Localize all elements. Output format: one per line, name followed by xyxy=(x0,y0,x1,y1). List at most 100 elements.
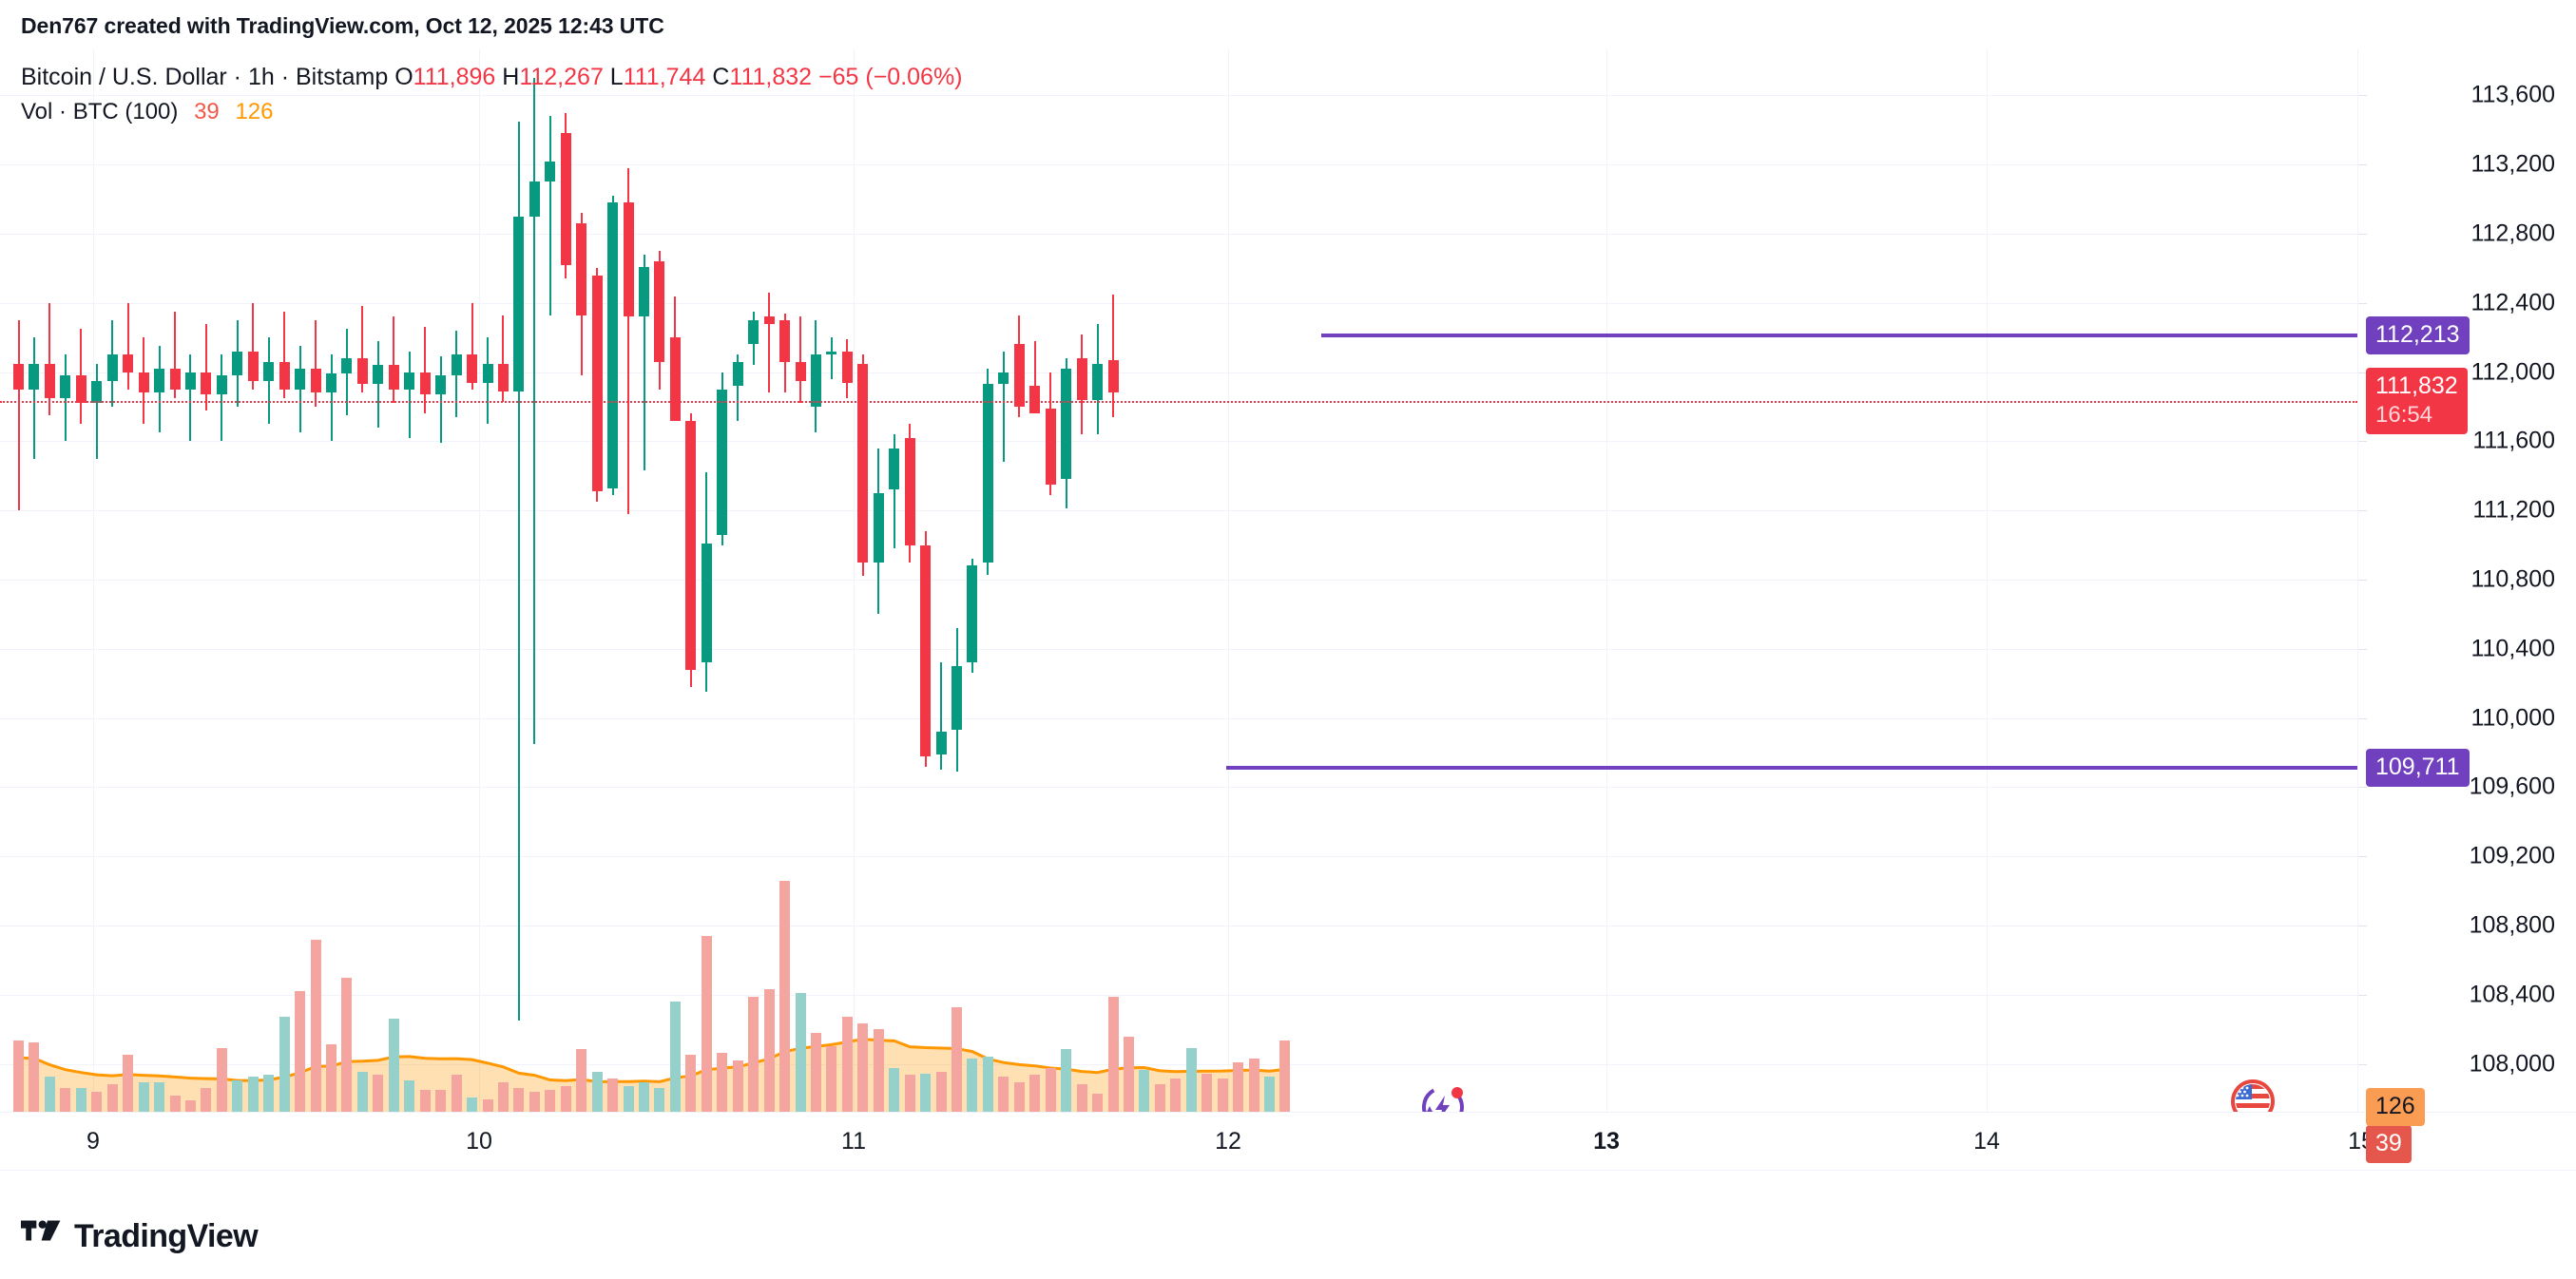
candle-body xyxy=(1107,359,1119,393)
day-separator xyxy=(1987,49,1988,1112)
volume-bar xyxy=(467,1097,478,1112)
candle-body xyxy=(669,337,681,421)
volume-bar xyxy=(904,1075,915,1112)
time-axis-label: 11 xyxy=(841,1128,866,1155)
volume-bar xyxy=(497,1082,509,1112)
price-axis-label: 111,200 xyxy=(2472,496,2555,524)
candle-wick xyxy=(17,320,20,511)
lightning-sparkle-icon[interactable] xyxy=(1415,1079,1469,1112)
candle-body xyxy=(201,372,212,395)
price-level-line-resistance[interactable] xyxy=(1321,333,2357,337)
candle-body xyxy=(982,384,993,563)
volume-bar xyxy=(841,1016,853,1112)
volume-bar xyxy=(247,1077,259,1112)
price-tick xyxy=(2358,372,2367,373)
volume-last-badge[interactable]: 39 xyxy=(2366,1125,2412,1163)
candle-body xyxy=(29,363,40,390)
volume-bar xyxy=(920,1073,932,1112)
resistance-level-badge[interactable]: 112,213 xyxy=(2366,315,2470,354)
candle-body xyxy=(356,358,368,385)
volume-bar xyxy=(623,1086,634,1112)
volume-bar xyxy=(326,1043,336,1112)
ai-insight-marker[interactable] xyxy=(1415,1079,1469,1112)
volume-bar xyxy=(1217,1079,1228,1112)
volume-bar xyxy=(13,1040,24,1112)
us-economic-event-marker[interactable] xyxy=(2231,1079,2275,1112)
volume-ma-badge[interactable]: 126 xyxy=(2366,1088,2425,1126)
candle-wick xyxy=(627,167,630,514)
candle-body xyxy=(639,266,649,317)
volume-bar xyxy=(169,1095,181,1112)
volume-bar xyxy=(1107,996,1119,1112)
volume-bar xyxy=(201,1087,212,1112)
volume-bar xyxy=(1029,1075,1041,1112)
candle-body xyxy=(623,202,634,317)
price-axis[interactable]: 113,600 113,200 112,800 112,400 112,000 111,6… xyxy=(2357,49,2576,1163)
grid-line xyxy=(0,164,2357,166)
candle-body xyxy=(388,365,399,390)
volume-bar xyxy=(232,1080,243,1112)
price-tick xyxy=(2358,164,2367,166)
price-axis-label: 108,000 xyxy=(2469,1050,2555,1078)
volume-bar xyxy=(1139,1069,1150,1112)
candle-body xyxy=(857,363,869,563)
candle-wick xyxy=(439,356,442,444)
price-level-line-support[interactable] xyxy=(1226,766,2357,771)
candle-wick xyxy=(1002,351,1005,463)
candle-body xyxy=(810,354,821,407)
candle-body xyxy=(1061,368,1072,480)
candle-wick xyxy=(95,363,98,459)
candle-body xyxy=(44,363,55,398)
price-tick xyxy=(2358,95,2367,97)
day-separator xyxy=(1606,49,1607,1112)
volume-bar xyxy=(1170,1079,1182,1112)
volume-bar xyxy=(341,978,353,1112)
candle-wick xyxy=(189,354,192,442)
candle-body xyxy=(920,544,932,756)
candle-body xyxy=(841,351,853,383)
candle-body xyxy=(404,372,415,390)
volume-bar xyxy=(1185,1047,1197,1112)
candle-body xyxy=(216,375,227,395)
us-flag-icon[interactable] xyxy=(2231,1079,2275,1112)
candle-body xyxy=(935,732,947,754)
candle-body xyxy=(779,320,791,362)
volume-bar xyxy=(356,1071,368,1112)
candle-wick xyxy=(174,311,176,398)
last-price-countdown: 16:54 xyxy=(2375,402,2433,429)
price-tick xyxy=(2358,1063,2367,1065)
volume-bar xyxy=(935,1071,947,1112)
volume-bar xyxy=(779,881,791,1112)
volume-bar xyxy=(1076,1084,1087,1112)
volume-bar xyxy=(154,1082,165,1112)
candle-body xyxy=(184,372,196,390)
candle-wick xyxy=(267,337,270,425)
day-separator xyxy=(854,49,855,1112)
time-axis-label: 14 xyxy=(1973,1128,2000,1155)
candle-wick xyxy=(283,311,286,398)
volume-bar xyxy=(1092,1093,1104,1112)
price-tick xyxy=(2358,234,2367,235)
grid-line xyxy=(0,95,2357,97)
candle-body xyxy=(60,375,71,398)
volume-bar xyxy=(1279,1040,1291,1112)
candle-wick xyxy=(533,78,536,744)
support-level-badge[interactable]: 109,711 xyxy=(2366,749,2470,788)
volume-bar xyxy=(1013,1082,1025,1112)
candle-body xyxy=(138,372,149,393)
time-axis[interactable]: 9 10 11 12 13 14 15 xyxy=(0,1112,2576,1171)
volume-bar xyxy=(654,1087,665,1112)
candle-body xyxy=(310,368,321,393)
volume-bar xyxy=(29,1041,40,1112)
candle-wick xyxy=(799,316,801,404)
last-price-badge[interactable]: 111,832 16:54 xyxy=(2366,368,2468,435)
candle-wick xyxy=(502,315,505,402)
grid-line xyxy=(0,580,2357,581)
price-tick xyxy=(2358,717,2367,719)
price-tick xyxy=(2358,648,2367,650)
time-axis-label: 13 xyxy=(1593,1128,1620,1155)
chart-plot-area[interactable] xyxy=(0,49,2357,1112)
candle-body xyxy=(654,261,665,362)
candle-body xyxy=(482,363,493,383)
